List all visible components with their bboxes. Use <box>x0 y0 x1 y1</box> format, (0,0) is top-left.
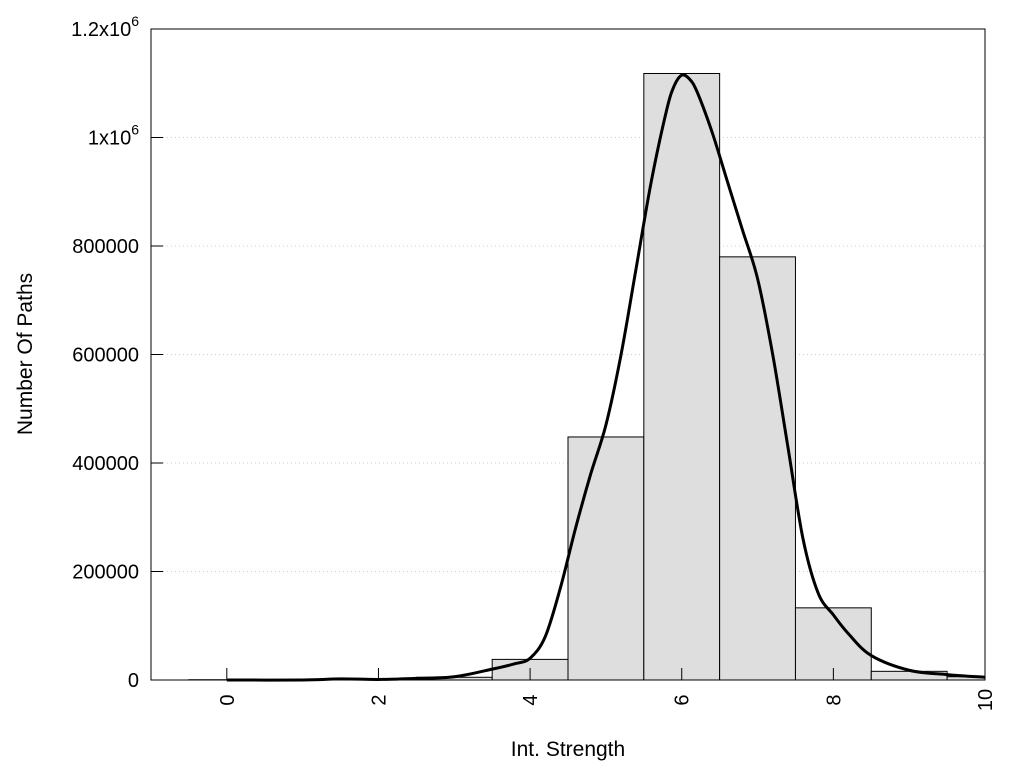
x-tick-label-4: 4 <box>520 694 542 705</box>
fit-curve <box>226 73 986 682</box>
x-axis-ticks: 0 2 4 6 8 10 <box>217 668 997 711</box>
x-axis-title: Int. Strength <box>511 738 625 761</box>
fit-curve-layer <box>226 73 986 682</box>
x-tick-label-0: 0 <box>217 694 239 705</box>
y-axis-title: Number Of Paths <box>14 273 37 435</box>
bar-7 <box>719 256 796 681</box>
bar-5 <box>567 436 645 681</box>
y-tick-label-2: 400000 <box>72 453 139 475</box>
y-tick-label-0: 0 <box>128 670 139 692</box>
x-tick-label-8: 8 <box>823 694 845 705</box>
x-tick-label-2: 2 <box>368 694 390 705</box>
bar-6 <box>643 72 721 681</box>
y-tick-label-4: 800000 <box>72 236 139 258</box>
y-axis-ticks: 0 200000 400000 600000 800000 1x106 1.2x106 <box>71 13 163 692</box>
y-tick-label-5: 1x106 <box>88 122 139 150</box>
y-tick-label-1: 200000 <box>72 562 139 584</box>
x-tick-label-10: 10 <box>975 689 997 711</box>
x-tick-label-6: 6 <box>672 694 694 705</box>
bars <box>188 72 986 681</box>
y-tick-label-6: 1.2x106 <box>71 13 139 41</box>
y-tick-label-3: 600000 <box>72 345 139 367</box>
